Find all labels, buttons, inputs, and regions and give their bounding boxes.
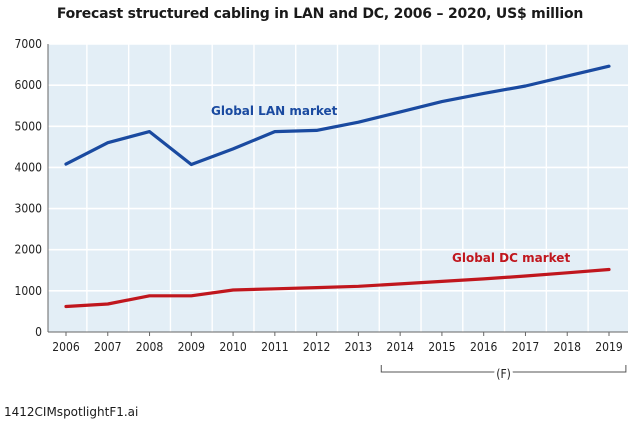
dc-data-point (315, 286, 318, 289)
chart-title: Forecast structured cabling in LAN and D… (56, 6, 584, 22)
lan-data-point (190, 163, 193, 166)
lan-data-point (607, 65, 611, 68)
dc-series-label: Global DC market (452, 251, 570, 265)
lan-series-label: Global LAN market (211, 104, 338, 118)
x-tick-label: 2016 (470, 340, 498, 354)
y-tick-label: 5000 (15, 119, 43, 133)
dc-data-point (273, 287, 277, 290)
dc-data-point (607, 268, 611, 271)
lan-data-point (440, 100, 444, 103)
dc-data-point (148, 294, 151, 297)
x-tick-label: 2010 (219, 340, 247, 354)
y-tick-label: 2000 (15, 243, 43, 257)
x-tick-label: 2006 (52, 340, 80, 354)
x-tick-label: 2011 (261, 340, 288, 354)
dc-data-point (440, 280, 444, 283)
dc-data-point (482, 277, 485, 281)
lan-data-point (106, 141, 109, 144)
dc-data-point (398, 282, 402, 286)
x-tick-label: 2018 (553, 340, 581, 354)
y-tick-label: 3000 (15, 202, 43, 216)
dc-data-point (231, 288, 235, 292)
dc-data-point (190, 294, 193, 297)
x-tick-label: 2012 (303, 340, 330, 354)
lan-series-line (64, 64, 611, 167)
lan-data-point (524, 84, 527, 88)
forecast-bracket (380, 365, 627, 373)
lan-data-point (357, 120, 360, 124)
x-tick-label: 2013 (345, 340, 372, 354)
dc-data-point (566, 271, 569, 274)
dc-series-line (64, 267, 611, 309)
dc-data-point (524, 274, 527, 278)
y-tick-label: 0 (35, 325, 42, 339)
x-tick-label: 2017 (512, 340, 539, 354)
y-tick-label: 6000 (15, 78, 43, 92)
lan-data-point (64, 162, 68, 166)
line-chart: 0 1000 2000 3000 4000 5000 6000 7000 2006 2007 200… (14, 37, 628, 381)
lan-data-point (398, 110, 402, 114)
y-tick-label: 4000 (15, 160, 43, 174)
dc-data-point (357, 285, 360, 288)
lan-data-point (482, 92, 485, 95)
dc-data-point (64, 305, 68, 308)
lan-data-point (273, 130, 277, 133)
y-tick-label: 1000 (15, 284, 43, 298)
y-tick-label: 7000 (15, 37, 43, 51)
x-tick-label: 2019 (595, 340, 623, 354)
x-tick-label: 2014 (386, 340, 414, 354)
forecast-label: (F) (496, 367, 511, 381)
x-tick-label: 2008 (136, 340, 164, 354)
lan-data-point (566, 74, 569, 78)
x-tick-label: 2015 (428, 340, 455, 354)
lan-data-point (231, 147, 235, 151)
x-tick-label: 2007 (94, 340, 121, 354)
dc-data-point (106, 302, 109, 306)
x-tick-label: 2009 (178, 340, 206, 354)
lan-data-point (148, 130, 151, 133)
lan-data-point (315, 129, 318, 132)
file-name-label: 1412CIMspotlightF1.ai (4, 405, 139, 419)
